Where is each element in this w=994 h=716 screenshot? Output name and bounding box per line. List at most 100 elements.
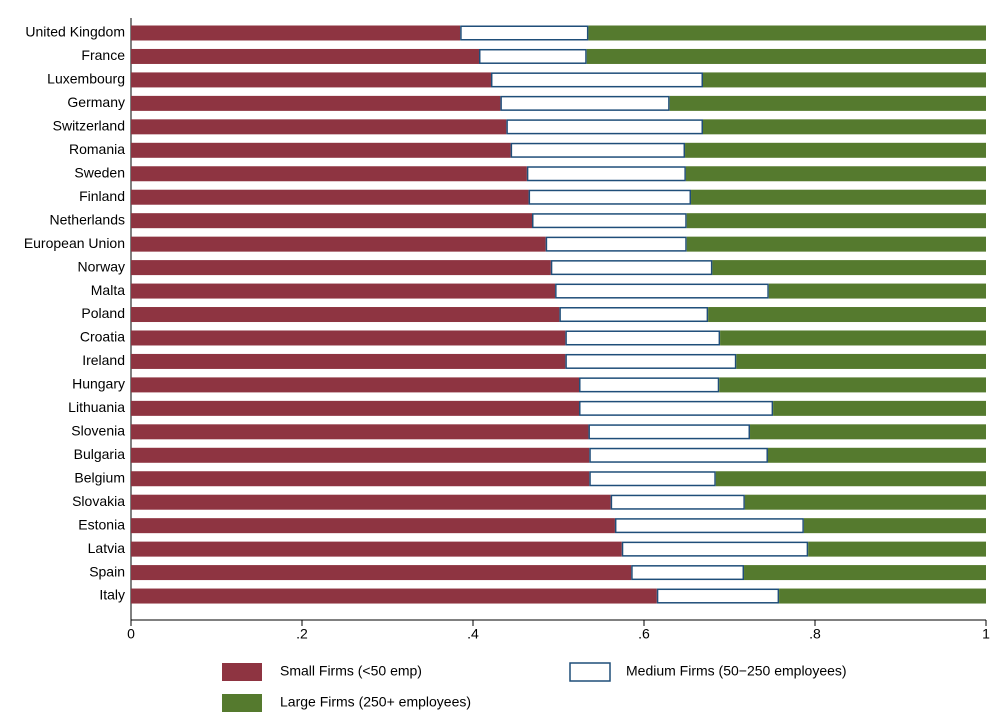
y-tick-label: Croatia (80, 329, 125, 345)
bar-segment (131, 72, 491, 88)
bar-segment (500, 95, 670, 111)
bar-segment (131, 565, 632, 581)
bar-segment (779, 588, 986, 604)
bar-segment (526, 166, 686, 182)
bar-segment (702, 72, 986, 88)
bar-segment (131, 400, 580, 416)
y-tick-label: Hungary (72, 376, 125, 392)
bar-segment (131, 424, 589, 440)
bar-segment (131, 471, 590, 487)
x-tick-label: .6 (638, 626, 650, 642)
bar-segment (131, 541, 622, 557)
bar-segment (702, 119, 986, 135)
bar-segment (131, 307, 560, 323)
legend-label: Medium Firms (50−250 employees) (626, 663, 847, 679)
y-tick-label: Latvia (88, 540, 126, 556)
bar-segment (589, 471, 716, 487)
bar-segment (131, 494, 611, 510)
bar-segment (131, 25, 461, 41)
x-tick-label: .8 (809, 626, 821, 642)
bar-segment (744, 565, 986, 581)
bar-segment (750, 424, 986, 440)
y-tick-label: Slovakia (72, 493, 125, 509)
bar-segment (685, 142, 986, 158)
y-tick-label: Romania (69, 141, 125, 157)
y-tick-label: Ireland (82, 352, 125, 368)
bar-segment (131, 142, 511, 158)
bar-segment (506, 119, 703, 135)
y-tick-label: Belgium (74, 469, 125, 485)
bar-segment (478, 48, 587, 64)
bar-segment (531, 213, 687, 229)
y-tick-label: Slovenia (71, 423, 125, 439)
bar-segment (131, 330, 566, 346)
bar-segment (460, 25, 589, 41)
x-tick-label: 1 (982, 626, 990, 642)
bar-segment (631, 565, 745, 581)
x-tick-label: .2 (296, 626, 308, 642)
bar-segment (808, 541, 986, 557)
bar-segment (685, 166, 986, 182)
bar-segment (131, 283, 556, 299)
bar-segment (708, 307, 986, 323)
y-tick-label: France (81, 47, 125, 63)
y-tick-label: Malta (91, 282, 125, 298)
legend-swatch (569, 662, 611, 682)
bar-segment (131, 166, 527, 182)
bar-segment (131, 213, 532, 229)
bar-segment (490, 72, 703, 88)
bar-segment (586, 48, 986, 64)
y-tick-label: Spain (89, 563, 125, 579)
y-tick-label: Lithuania (68, 399, 125, 415)
bar-segment (767, 447, 986, 463)
bar-segment (131, 95, 501, 111)
bar-segment (565, 353, 737, 369)
bar-segment (686, 213, 986, 229)
y-tick-label: Italy (99, 587, 125, 603)
bar-segment (565, 330, 721, 346)
y-tick-label: European Union (24, 235, 125, 251)
bar-segment (131, 377, 580, 393)
bar-segment (545, 236, 687, 252)
bar-segment (131, 260, 551, 276)
bar-segment (131, 189, 529, 205)
bar-segment (744, 494, 986, 510)
y-tick-label: Finland (79, 188, 125, 204)
bar-segment (589, 447, 768, 463)
bar-segment (559, 307, 709, 323)
y-tick-label: Estonia (78, 516, 125, 532)
bar-segment (131, 48, 479, 64)
x-tick-label: 0 (127, 626, 135, 642)
y-tick-label: Switzerland (53, 118, 125, 134)
bar-segment (528, 189, 692, 205)
bar-segment (691, 189, 986, 205)
bar-segment (715, 471, 986, 487)
y-tick-label: Germany (67, 94, 125, 110)
bar-segment (131, 236, 546, 252)
bar-segment (588, 25, 986, 41)
bar-segment (579, 377, 720, 393)
bar-segment (131, 447, 590, 463)
bar-segment (579, 400, 774, 416)
bar-segment (131, 588, 657, 604)
bar-segment (686, 236, 986, 252)
bar-segment (803, 518, 986, 534)
bar-segment (736, 353, 986, 369)
bar-segment (621, 541, 809, 557)
legend-swatch (222, 663, 262, 681)
legend-swatch (222, 694, 262, 712)
bar-segment (510, 142, 686, 158)
y-tick-label: Norway (78, 258, 125, 274)
x-tick-label: .4 (467, 626, 479, 642)
y-tick-label: Bulgaria (74, 446, 126, 462)
legend-label: Small Firms (<50 emp) (280, 663, 422, 679)
bar-segment (131, 119, 507, 135)
bar-segment (550, 260, 713, 276)
bar-segment (656, 588, 780, 604)
bar-segment (768, 283, 986, 299)
y-tick-label: Netherlands (50, 211, 126, 227)
legend-label: Large Firms (250+ employees) (280, 694, 471, 710)
bar-segment (669, 95, 986, 111)
bar-segment (131, 518, 615, 534)
